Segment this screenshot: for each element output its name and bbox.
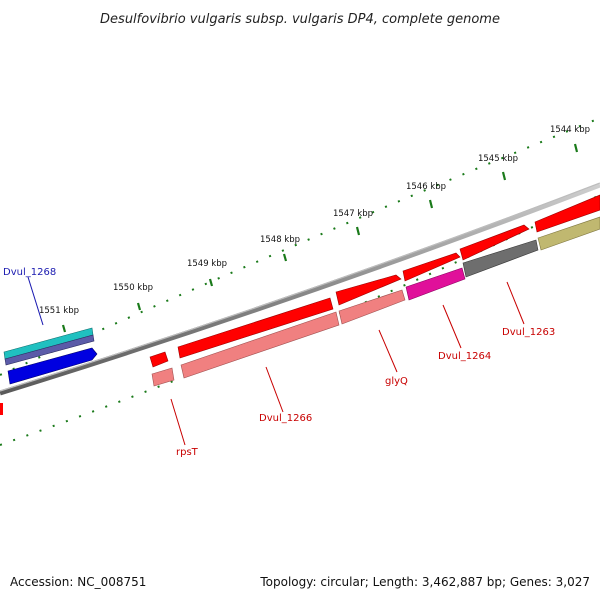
tick-label-1551: 1551 kbp: [39, 306, 79, 316]
map-title: Desulfovibrio vulgaris subsp. vulgaris D…: [100, 12, 500, 27]
genome-backbone: [0, 182, 600, 396]
gene-feature: [462, 239, 539, 278]
gene-feature: [338, 289, 406, 325]
tick-label-1548: 1548 kbp: [260, 235, 300, 245]
cds-feature: [149, 351, 169, 368]
gene-label-glyq: glyQ: [385, 376, 408, 387]
cds-feature: [459, 224, 530, 261]
outer-tick-ring: [0, 117, 600, 376]
genome-summary-text: Topology: circular; Length: 3,462,887 bp…: [259, 575, 590, 589]
tick-label-1546: 1546 kbp: [406, 182, 446, 192]
gene-label-rpst: rpsT: [176, 447, 199, 458]
tick-label-1547: 1547 kbp: [333, 209, 373, 219]
major-ticks: [61, 143, 579, 333]
tick-label-1544: 1544 kbp: [550, 125, 590, 135]
cds-feature: [534, 194, 600, 233]
gene-feature: [405, 267, 466, 301]
gene-feature: [180, 311, 340, 379]
accession-text: Accession: NC_008751: [10, 575, 146, 589]
gene-label-dvul-1264: Dvul_1264: [438, 351, 491, 362]
gene-feature-slate: [4, 334, 95, 366]
tick-label-1545: 1545 kbp: [478, 154, 518, 164]
backbone-highlight: [0, 182, 600, 392]
gene-label-dvul-1266: Dvul_1266: [259, 413, 312, 424]
gene-feature: [537, 216, 600, 251]
tick-label-1549: 1549 kbp: [187, 259, 227, 269]
gene-label-dvul-1268: Dvul_1268: [3, 267, 56, 278]
cds-feature: [177, 297, 334, 359]
cds-feature: [402, 252, 461, 282]
tick-label-1550: 1550 kbp: [113, 283, 153, 293]
label-leaders: [27, 276, 525, 446]
cds-feature: [335, 274, 402, 306]
cds-feature-blue: [7, 347, 98, 385]
gene-feature: [151, 367, 175, 387]
cds-feature: [0, 403, 3, 415]
gene-label-dvul-1263: Dvul_1263: [502, 327, 555, 338]
